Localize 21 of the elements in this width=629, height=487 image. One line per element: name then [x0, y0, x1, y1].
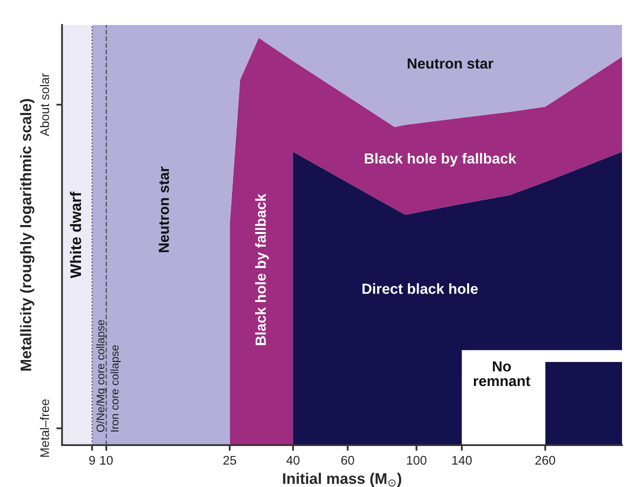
x-tick-label: 260 [535, 456, 556, 465]
y-axis-title: Metallicity (roughly logarithmic scale) [20, 99, 34, 371]
x-tick-label: 25 [223, 456, 236, 465]
text: About solar [40, 73, 50, 136]
series-label: Neutron star [408, 58, 494, 69]
x-tick-label: 100 [407, 456, 426, 465]
annotation: Neutron star [158, 166, 169, 252]
x-tick-label: 60 [341, 456, 354, 465]
text: Metal–free [40, 399, 50, 457]
x-tick-label: 40 [286, 456, 300, 465]
ref-line-label: Iron core collapse [110, 345, 121, 432]
series-label: Direct black hole [362, 283, 478, 294]
x-axis-title: Initial mass (M$_{⊙}$) [283, 472, 402, 487]
series-label: No remnant [474, 361, 530, 386]
band-label: White dwarf [70, 192, 82, 278]
series-label: Black hole by fallback [364, 152, 516, 167]
x-tick-label: 140 [452, 456, 472, 465]
ref-line-label: O/Ne/Mg core collapse [96, 320, 107, 432]
x-tick-label: 9 [89, 456, 95, 465]
annotation: Black hole by fallback [255, 194, 269, 346]
x-tick-label: 10 [100, 456, 113, 465]
